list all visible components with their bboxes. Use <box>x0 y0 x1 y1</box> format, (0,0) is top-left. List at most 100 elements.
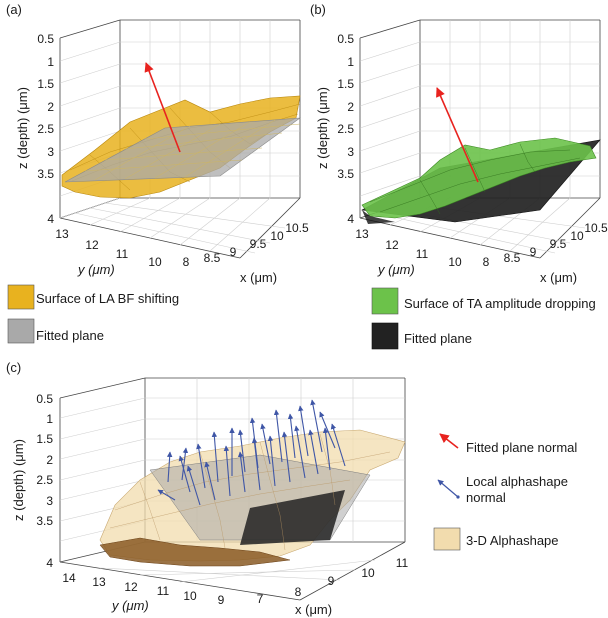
panel-a: (a) <box>6 2 309 344</box>
fitted-plane-normal-a <box>144 62 181 153</box>
z-tick: 3 <box>47 145 54 159</box>
y-tick: 13 <box>55 227 69 241</box>
x-axis-label-b: x (μm) <box>540 270 577 285</box>
z-tick: 1 <box>47 55 54 69</box>
fitted-plane-b-dark-corner <box>362 210 395 224</box>
legend-icon-fitted-plane-normal <box>439 433 459 449</box>
z-tick: 0.5 <box>36 392 53 406</box>
z-tick: 2.5 <box>37 122 54 136</box>
y-ticks-b: 13 12 11 10 <box>355 227 462 269</box>
panel-b: (b) <box>310 2 608 350</box>
z-tick: 2 <box>47 100 54 114</box>
z-tick: 0.5 <box>37 32 54 46</box>
x-tick: 9.5 <box>550 237 567 251</box>
legend-label-la: Surface of LA BF shifting <box>36 291 179 306</box>
local-alphashape-normals <box>157 399 346 506</box>
y-tick: 10 <box>183 589 197 603</box>
alphashape-bottom-shell <box>99 537 291 567</box>
legend-swatch-alphashape <box>433 527 461 551</box>
x-axis-label-c: x (μm) <box>295 602 332 617</box>
legend-label-plane-b: Fitted plane <box>404 331 472 346</box>
z-tick: 4 <box>347 212 354 226</box>
legend-local-normal-box: Local alphashape normal <box>466 474 568 505</box>
legend-icon-local-normal-dot <box>456 495 460 499</box>
z-tick: 1 <box>347 55 354 69</box>
y-tick: 11 <box>416 247 429 261</box>
legend-label-plane-a: Fitted plane <box>36 328 104 343</box>
z-tick: 2.5 <box>36 473 53 487</box>
legend-label-alphashape: 3-D Alphashape <box>466 533 559 548</box>
fitted-plane-a-grid <box>84 119 301 181</box>
z-ticks-c: 0.5 1 1.5 2 2.5 3 3.5 4 <box>36 392 53 570</box>
legend-label-ta: Surface of TA amplitude dropping <box>404 296 596 311</box>
legend-swatch-la <box>7 284 35 310</box>
z-tick: 3.5 <box>337 167 354 181</box>
legend-label-fitted-plane-normal: Fitted plane normal <box>466 440 577 455</box>
x-tick: 8 <box>183 255 190 269</box>
z-tick: 3.5 <box>36 514 53 528</box>
z-tick: 3 <box>347 145 354 159</box>
x-tick: 9 <box>530 245 537 259</box>
y-tick: 9 <box>218 593 225 607</box>
z-tick: 3 <box>46 494 53 508</box>
x-tick: 9.5 <box>250 237 267 251</box>
z-tick: 3.5 <box>37 167 54 181</box>
x-tick: 9 <box>328 574 335 588</box>
legend-swatch-plane-a <box>7 318 35 344</box>
y-tick: 11 <box>116 247 129 261</box>
y-tick: 10 <box>148 255 162 269</box>
z-axis-label-c: z (depth) (μm) <box>11 439 26 521</box>
fitted-plane-c-dark <box>240 490 345 545</box>
legend-swatch-plane-b <box>371 322 399 350</box>
panel-label-a: (a) <box>6 2 22 17</box>
x-tick: 10.5 <box>285 221 309 235</box>
panel-label-c: (c) <box>6 360 21 375</box>
fitted-plane-a <box>64 117 302 183</box>
y-ticks-c: 14 13 12 11 10 9 <box>62 571 224 607</box>
x-ticks-a: 8 8.5 9 9.5 10 10.5 <box>183 221 309 269</box>
y-tick: 13 <box>92 575 106 589</box>
y-tick: 13 <box>355 227 369 241</box>
y-tick: 14 <box>62 571 76 585</box>
z-tick: 1.5 <box>37 77 54 91</box>
legend-icon-local-normal <box>437 479 459 498</box>
x-tick: 8.5 <box>204 251 221 265</box>
x-tick: 10 <box>570 229 584 243</box>
fitted-plane-normal-b <box>436 87 479 183</box>
z-tick: 2.5 <box>337 122 354 136</box>
y-axis-label-a: y (μm) <box>77 262 115 277</box>
x-tick: 11 <box>396 556 409 570</box>
panel-c: (c) <box>6 360 577 617</box>
y-tick: 12 <box>124 580 138 594</box>
x-ticks-b: 8 8.5 9 9.5 10 10.5 <box>483 221 608 269</box>
x-tick: 9 <box>230 245 237 259</box>
y-ticks-a: 13 12 11 10 <box>55 227 162 269</box>
z-axis-label-a: z (depth) (μm) <box>15 87 30 169</box>
y-tick: 12 <box>85 238 99 252</box>
x-tick: 8 <box>483 255 490 269</box>
x-tick: 8 <box>295 585 302 599</box>
z-tick: 2 <box>46 453 53 467</box>
z-tick: 0.5 <box>337 32 354 46</box>
panel-label-b: (b) <box>310 2 326 17</box>
z-tick: 1.5 <box>337 77 354 91</box>
legend-label-local-normal: Local alphashape normal <box>466 474 568 505</box>
z-ticks-a: 0.5 1 1.5 2 2.5 3 3.5 4 <box>37 32 54 226</box>
x-ticks-c: 7 8 9 10 11 <box>257 556 409 606</box>
z-tick: 1 <box>46 412 53 426</box>
x-tick: 10.5 <box>584 221 608 235</box>
x-tick: 8.5 <box>504 251 521 265</box>
x-tick: 10 <box>270 229 284 243</box>
y-axis-label-b: y (μm) <box>377 262 415 277</box>
alphashape-mesh <box>109 433 391 551</box>
legend-swatch-ta <box>371 287 399 315</box>
y-tick: 10 <box>448 255 462 269</box>
z-axis-label-b: z (depth) (μm) <box>315 87 330 169</box>
z-tick: 4 <box>47 212 54 226</box>
z-tick: 2 <box>347 100 354 114</box>
y-tick: 11 <box>157 584 170 598</box>
y-tick: 12 <box>385 238 399 252</box>
z-tick: 1.5 <box>36 432 53 446</box>
x-tick: 7 <box>257 592 264 606</box>
